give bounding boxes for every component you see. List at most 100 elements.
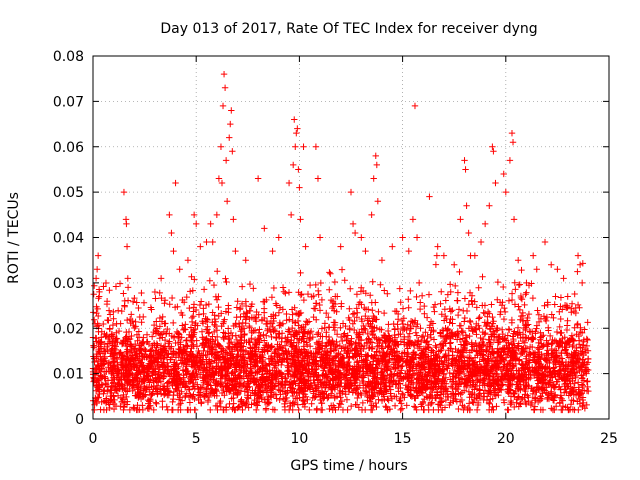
grid-lines bbox=[93, 56, 609, 419]
data-point bbox=[430, 348, 437, 356]
data-point bbox=[549, 406, 557, 414]
data-point bbox=[186, 288, 194, 295]
data-point bbox=[196, 371, 204, 378]
data-point bbox=[545, 327, 552, 334]
data-point bbox=[239, 406, 246, 414]
data-point bbox=[584, 377, 591, 385]
data-point bbox=[332, 293, 339, 300]
data-point bbox=[416, 305, 424, 313]
data-point bbox=[461, 295, 469, 302]
data-point bbox=[504, 332, 511, 339]
data-point bbox=[316, 307, 324, 314]
data-point bbox=[375, 308, 382, 316]
data-point bbox=[282, 290, 289, 297]
data-point bbox=[373, 403, 380, 411]
data-point bbox=[242, 298, 250, 305]
data-point bbox=[196, 364, 203, 371]
data-point bbox=[552, 403, 560, 410]
data-point bbox=[130, 404, 137, 411]
data-point bbox=[186, 399, 194, 406]
data-point bbox=[584, 319, 591, 326]
data-point bbox=[181, 325, 188, 333]
chart-title: Day 013 of 2017, Rate Of TEC Index for r… bbox=[160, 21, 537, 37]
data-point bbox=[297, 269, 304, 277]
data-point bbox=[421, 310, 428, 317]
data-point bbox=[156, 289, 163, 297]
data-point bbox=[279, 284, 287, 291]
data-point bbox=[548, 311, 555, 318]
data-point bbox=[406, 330, 413, 337]
data-point bbox=[535, 311, 543, 318]
data-point bbox=[153, 400, 160, 407]
data-point bbox=[193, 337, 200, 344]
data-point bbox=[123, 316, 131, 324]
data-point bbox=[261, 396, 268, 403]
data-point bbox=[117, 320, 124, 327]
data-point bbox=[302, 393, 310, 400]
data-point bbox=[444, 365, 451, 372]
data-point bbox=[215, 303, 222, 311]
data-point bbox=[388, 395, 396, 403]
data-point bbox=[342, 322, 349, 330]
data-point bbox=[353, 291, 361, 298]
data-point bbox=[248, 335, 255, 342]
data-point bbox=[198, 328, 206, 336]
data-point bbox=[433, 344, 440, 351]
data-point bbox=[410, 319, 418, 326]
data-point bbox=[366, 292, 374, 299]
data-point bbox=[201, 392, 209, 400]
data-point bbox=[467, 318, 474, 326]
data-point bbox=[462, 347, 470, 354]
data-point bbox=[223, 278, 230, 286]
data-point bbox=[337, 324, 344, 331]
data-point bbox=[206, 277, 214, 284]
data-point bbox=[351, 317, 358, 325]
data-point bbox=[337, 394, 344, 401]
data-point bbox=[412, 404, 419, 411]
data-point bbox=[446, 369, 453, 377]
data-point bbox=[102, 279, 110, 287]
data-point bbox=[485, 406, 493, 414]
data-point bbox=[438, 310, 445, 318]
data-point bbox=[511, 301, 519, 308]
data-points bbox=[89, 70, 592, 414]
data-point bbox=[338, 266, 346, 273]
data-point bbox=[377, 281, 384, 288]
data-point bbox=[315, 287, 322, 295]
data-point bbox=[134, 337, 141, 344]
data-point bbox=[494, 278, 502, 286]
data-point bbox=[422, 329, 429, 336]
data-point bbox=[569, 343, 576, 350]
data-point bbox=[239, 352, 246, 360]
data-point bbox=[349, 310, 357, 318]
data-point bbox=[200, 340, 207, 348]
data-point bbox=[442, 374, 450, 381]
data-point bbox=[453, 297, 461, 304]
data-point bbox=[317, 333, 324, 340]
data-point bbox=[372, 299, 379, 306]
data-point bbox=[515, 303, 522, 310]
data-point bbox=[156, 314, 164, 322]
data-point bbox=[185, 385, 193, 393]
data-point bbox=[148, 306, 155, 313]
data-point bbox=[161, 336, 169, 344]
data-point bbox=[349, 320, 357, 327]
data-point bbox=[283, 394, 290, 402]
data-point bbox=[273, 395, 280, 402]
data-point bbox=[199, 375, 206, 382]
data-point bbox=[518, 296, 526, 303]
data-point bbox=[552, 293, 559, 300]
data-point bbox=[281, 342, 289, 349]
data-point bbox=[567, 401, 575, 408]
data-point bbox=[553, 328, 561, 336]
data-point bbox=[200, 286, 208, 293]
data-point bbox=[164, 325, 171, 333]
data-point bbox=[118, 307, 125, 315]
data-point bbox=[491, 391, 498, 398]
data-point bbox=[431, 308, 438, 315]
data-point bbox=[571, 290, 578, 298]
data-point bbox=[338, 397, 346, 405]
data-point bbox=[306, 406, 313, 414]
data-point bbox=[267, 328, 274, 336]
data-point bbox=[183, 293, 190, 301]
